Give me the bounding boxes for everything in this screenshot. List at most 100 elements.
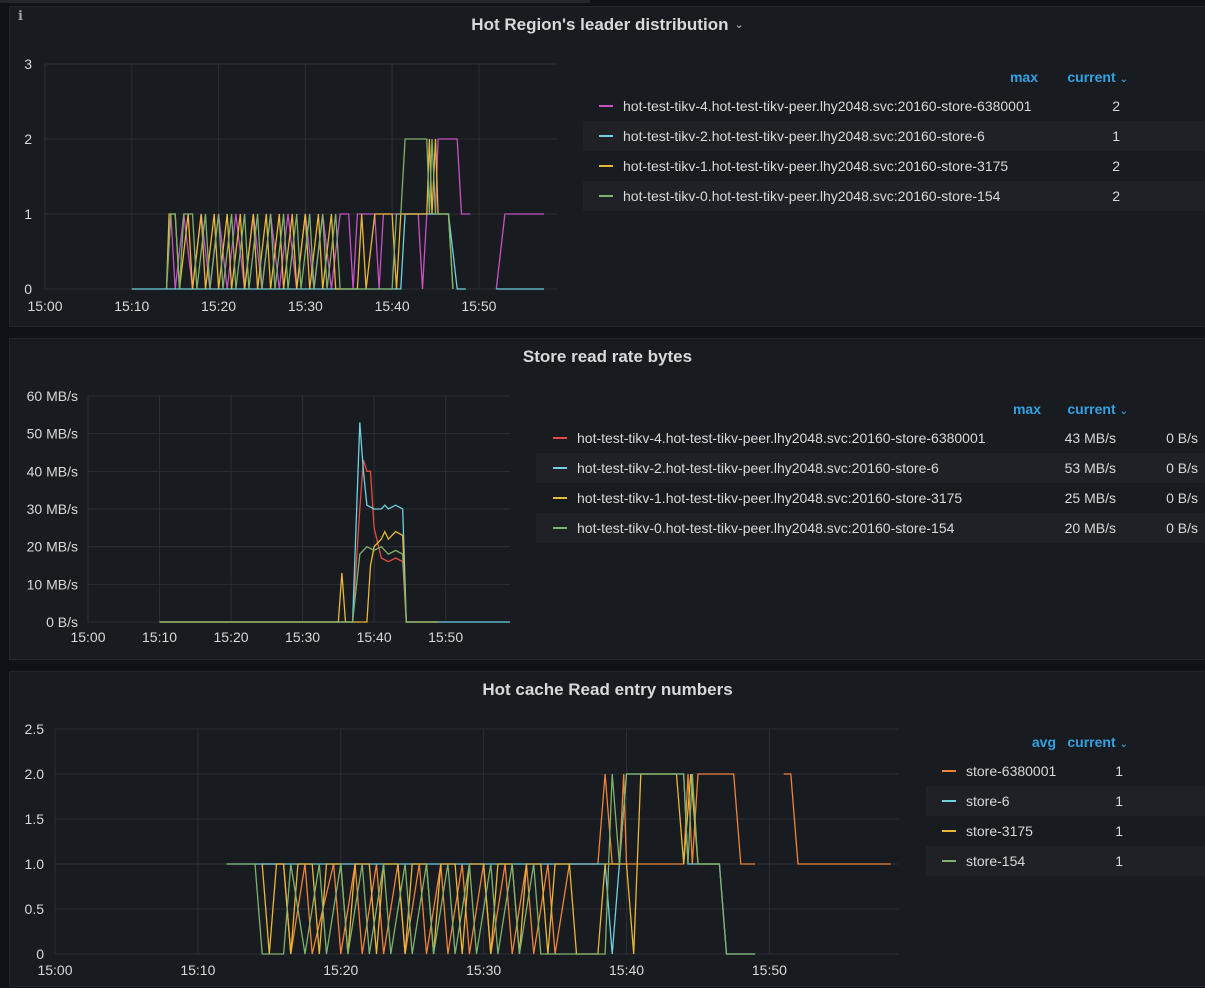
legend-item-max: 25 MB/s [1064,490,1116,506]
legend-item-max: 53 MB/s [1064,460,1116,476]
legend-item-max: 20 MB/s [1064,520,1116,536]
y-tick-label: 20 MB/s [27,539,78,555]
series-color-swatch[interactable] [599,105,613,107]
x-tick-label: 15:50 [752,962,787,978]
legend-item-avg: 1 [1115,823,1123,839]
legend: avg current ⌄ store-6380001 1 store-6 1 store-3… [926,728,1205,876]
series-color-swatch[interactable] [942,830,956,832]
info-icon[interactable]: i [18,9,23,24]
series-color-swatch[interactable] [553,437,567,439]
series-color-swatch[interactable] [599,135,613,137]
panel-leader-distribution: i Hot Region's leader distribution ⌄ 3 2 1 0… [9,6,1205,327]
legend-column-max[interactable]: max [1010,69,1038,85]
legend-column-avg[interactable]: avg [1032,734,1056,750]
legend-item-current: 0 B/s [1166,460,1198,476]
legend-item-current: 0 B/s [1166,430,1198,446]
series-color-swatch[interactable] [942,770,956,772]
series-line-0 [165,138,471,290]
y-tick-label: 50 MB/s [27,426,78,442]
series-color-swatch[interactable] [942,800,956,802]
legend-header: max current ⌄ [536,395,1205,417]
legend-item-name: store-6380001 [966,763,1057,779]
y-tick-label: 1 [24,206,32,222]
legend-item[interactable]: hot-test-tikv-4.hot-test-tikv-peer.lhy20… [536,423,1205,453]
series-line-0 [495,213,544,290]
legend-item[interactable]: store-6380001 1 [926,756,1205,786]
series-line-0 [783,773,891,865]
legend-item[interactable]: store-6 1 [926,786,1205,816]
legend-item[interactable]: store-3175 1 [926,816,1205,846]
legend-item-name: hot-test-tikv-0.hot-test-tikv-peer.lhy20… [577,520,955,536]
legend-column-current[interactable]: current ⌄ [1067,401,1128,417]
top-edge [0,0,590,3]
legend-item-name: hot-test-tikv-2.hot-test-tikv-peer.lhy20… [623,128,985,144]
series-color-swatch[interactable] [553,467,567,469]
series-color-swatch[interactable] [553,527,567,529]
series-color-swatch[interactable] [599,195,613,197]
legend-item[interactable]: store-154 1 [926,846,1205,876]
legend-item-name: hot-test-tikv-2.hot-test-tikv-peer.lhy20… [577,460,939,476]
legend-item-name: hot-test-tikv-4.hot-test-tikv-peer.lhy20… [623,98,1032,114]
x-tick-label: 15:00 [27,298,62,314]
legend-column-current[interactable]: current ⌄ [1067,734,1128,750]
legend-item-avg: 1 [1115,763,1123,779]
legend-item-name: store-3175 [966,823,1033,839]
legend-item-name: hot-test-tikv-4.hot-test-tikv-peer.lhy20… [577,430,986,446]
x-tick-label: 15:10 [114,298,149,314]
legend-item[interactable]: hot-test-tikv-2.hot-test-tikv-peer.lhy20… [536,453,1205,483]
legend-item-max: 43 MB/s [1064,430,1116,446]
legend-item[interactable]: hot-test-tikv-1.hot-test-tikv-peer.lhy20… [536,483,1205,513]
panel-title[interactable]: Hot Region's leader distribution ⌄ [10,15,1205,35]
legend-item[interactable]: hot-test-tikv-1.hot-test-tikv-peer.lhy20… [583,151,1205,181]
x-tick-label: 15:40 [609,962,644,978]
series-line-3 [165,138,454,290]
legend-item[interactable]: hot-test-tikv-2.hot-test-tikv-peer.lhy20… [583,121,1205,151]
panel-title-text: Store read rate bytes [522,347,693,366]
series-line-2 [165,138,454,290]
legend-column-max[interactable]: max [1013,401,1041,417]
x-tick-label: 15:50 [461,298,496,314]
panel-title-text: Hot Region's leader distribution [471,15,729,34]
x-tick-label: 15:20 [214,629,249,645]
y-tick-label: 3 [24,56,32,72]
y-tick-label: 2 [24,131,32,147]
series-color-swatch[interactable] [553,497,567,499]
sort-chevron-icon: ⌄ [1119,406,1128,417]
series-color-swatch[interactable] [599,165,613,167]
store-read-rate-chart: 60 MB/s 50 MB/s 40 MB/s 30 MB/s 20 MB/s 10 MB… [27,388,510,645]
panel-title[interactable]: Hot cache Read entry numbers [10,680,1205,700]
legend-column-label: current [1067,734,1116,750]
y-tick-label: 1.0 [25,856,45,872]
hot-cache-read-chart: 2.5 2.0 1.5 1.0 0.5 015:00 15:10 15:20 15:30 15:4… [25,721,898,978]
x-tick-label: 15:40 [375,298,410,314]
x-tick-label: 15:50 [428,629,463,645]
legend: max current ⌄ hot-test-tikv-4.hot-test-tikv… [536,395,1205,543]
legend-column-current[interactable]: current ⌄ [1067,69,1128,85]
legend-item-name: hot-test-tikv-0.hot-test-tikv-peer.lhy20… [623,188,1001,204]
x-tick-label: 15:30 [288,298,323,314]
leader-distribution-chart: 3 2 1 015:00 15:10 15:20 15:30 15:40 15:50 [24,56,557,314]
y-tick-label: 1.5 [25,811,45,827]
legend-item-current: 0 B/s [1166,490,1198,506]
legend-item[interactable]: hot-test-tikv-0.hot-test-tikv-peer.lhy20… [583,181,1205,211]
panel-title[interactable]: Store read rate bytes [10,347,1205,367]
legend-column-label: current [1067,69,1116,85]
legend-item-avg: 1 [1115,853,1123,869]
series-line-1 [159,422,510,623]
x-tick-label: 15:00 [70,629,105,645]
x-tick-label: 15:10 [180,962,215,978]
legend-item[interactable]: hot-test-tikv-4.hot-test-tikv-peer.lhy20… [583,91,1205,121]
legend-column-label: avg [1031,734,1056,750]
legend-item[interactable]: hot-test-tikv-0.hot-test-tikv-peer.lhy20… [536,513,1205,543]
legend-item-name: store-154 [966,853,1026,869]
series-color-swatch[interactable] [942,860,956,862]
y-tick-label: 10 MB/s [27,576,78,592]
legend-column-label: max [1009,69,1038,85]
y-tick-label: 60 MB/s [27,388,78,404]
legend: max current ⌄ hot-test-tikv-4.hot-test-tikv… [583,63,1205,211]
panel-hot-cache-read: Hot cache Read entry numbers 2.5 2.0 1.5 1.… [9,671,1205,987]
y-tick-label: 2.0 [25,766,45,782]
sort-chevron-icon: ⌄ [1119,739,1128,750]
y-tick-label: 0 B/s [46,614,78,630]
panel-title-text: Hot cache Read entry numbers [482,680,733,699]
